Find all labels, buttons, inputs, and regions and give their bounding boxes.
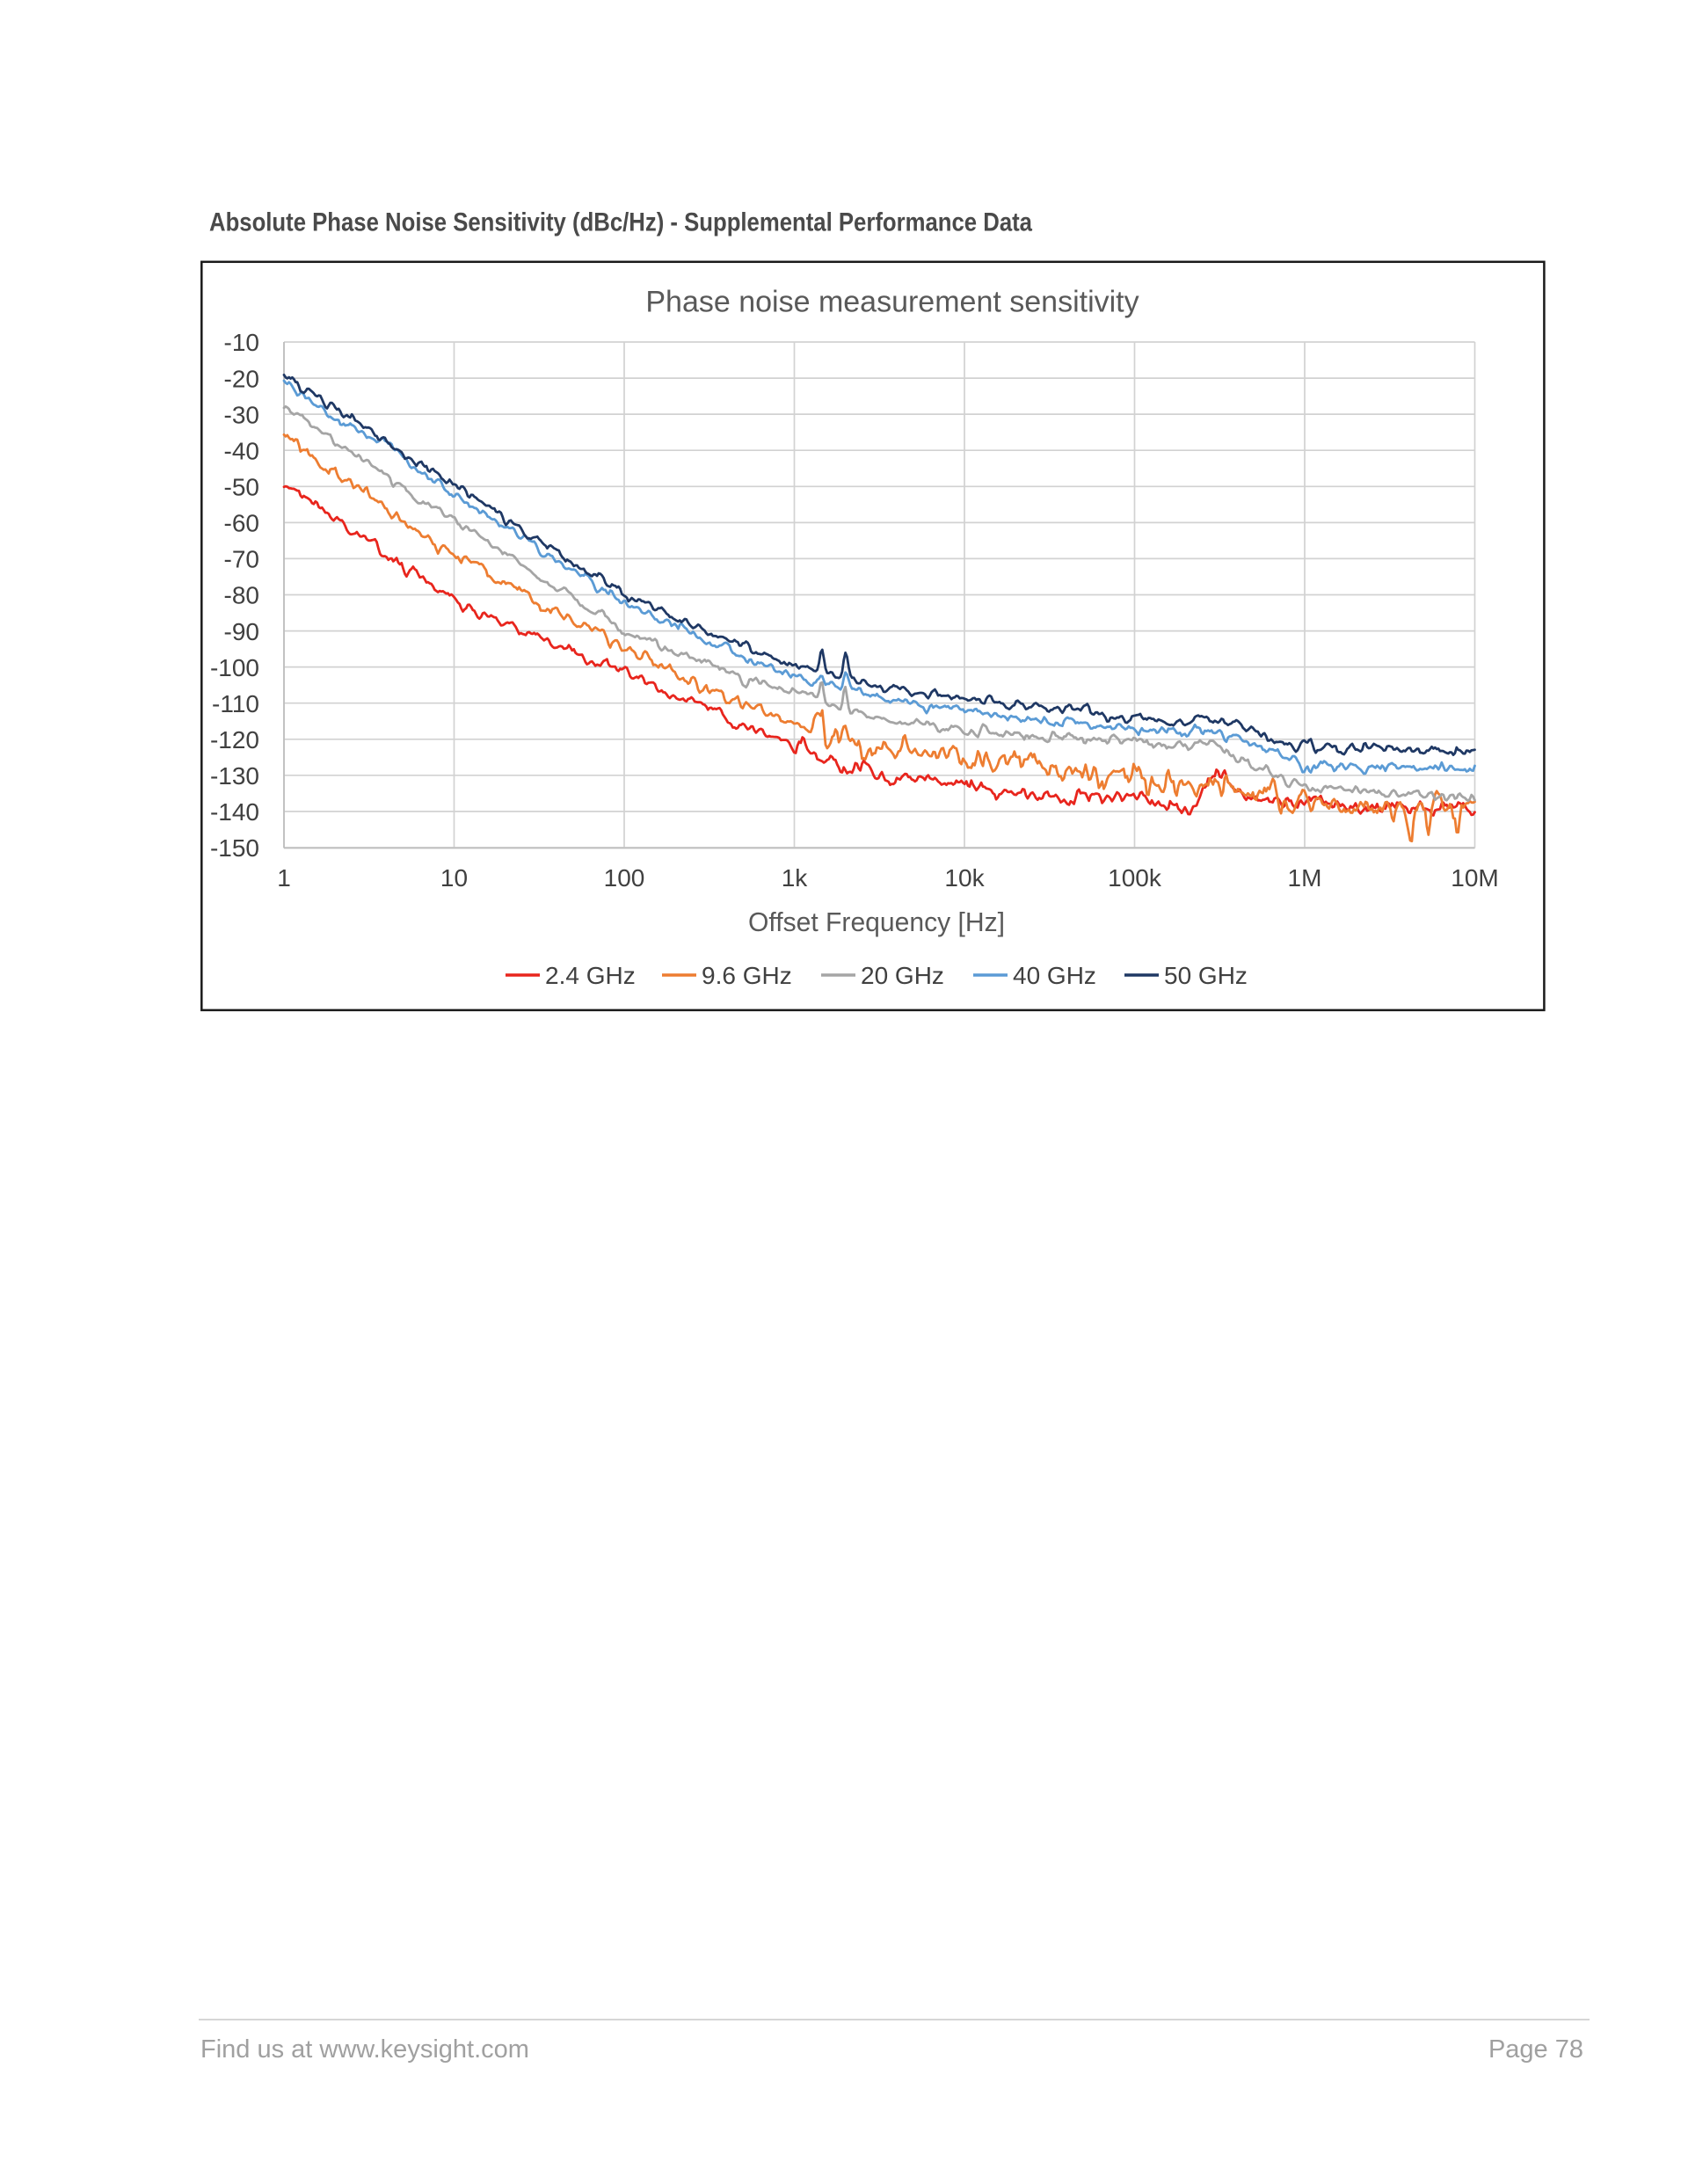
svg-text:-20: -20 [224,365,259,392]
svg-text:-10: -10 [224,329,259,356]
svg-text:-50: -50 [224,474,259,501]
svg-text:Offset Frequency [Hz]: Offset Frequency [Hz] [748,906,1005,937]
svg-text:-120: -120 [210,726,259,753]
svg-text:Phase noise measurement sensit: Phase noise measurement sensitivity [645,285,1139,318]
svg-text:-150: -150 [210,834,259,862]
svg-text:-70: -70 [224,546,259,573]
svg-text:Page 78: Page 78 [1488,2035,1583,2064]
svg-text:20 GHz: 20 GHz [861,962,944,989]
svg-text:Absolute Phase Noise Sensitivi: Absolute Phase Noise Sensitivity (dBc/Hz… [209,207,1032,237]
svg-text:-80: -80 [224,582,259,609]
svg-text:1: 1 [277,864,291,892]
svg-text:-90: -90 [224,618,259,645]
svg-text:2.4 GHz: 2.4 GHz [545,962,636,989]
svg-text:-40: -40 [224,437,259,464]
svg-text:10M: 10M [1451,864,1498,892]
svg-text:9.6 GHz: 9.6 GHz [702,962,792,989]
svg-text:-140: -140 [210,798,259,826]
svg-text:-130: -130 [210,762,259,790]
svg-text:-110: -110 [212,690,259,717]
svg-text:Find us at www.keysight.com: Find us at www.keysight.com [200,2035,529,2064]
svg-text:-60: -60 [224,510,259,537]
svg-text:40 GHz: 40 GHz [1013,962,1096,989]
svg-text:1k: 1k [782,864,809,892]
svg-text:1M: 1M [1288,864,1322,892]
svg-text:-30: -30 [224,401,259,428]
svg-text:100k: 100k [1108,864,1162,892]
svg-text:50 GHz: 50 GHz [1164,962,1248,989]
svg-text:10: 10 [440,864,468,892]
svg-text:-100: -100 [210,654,259,681]
svg-text:100: 100 [604,864,645,892]
svg-text:10k: 10k [944,864,985,892]
